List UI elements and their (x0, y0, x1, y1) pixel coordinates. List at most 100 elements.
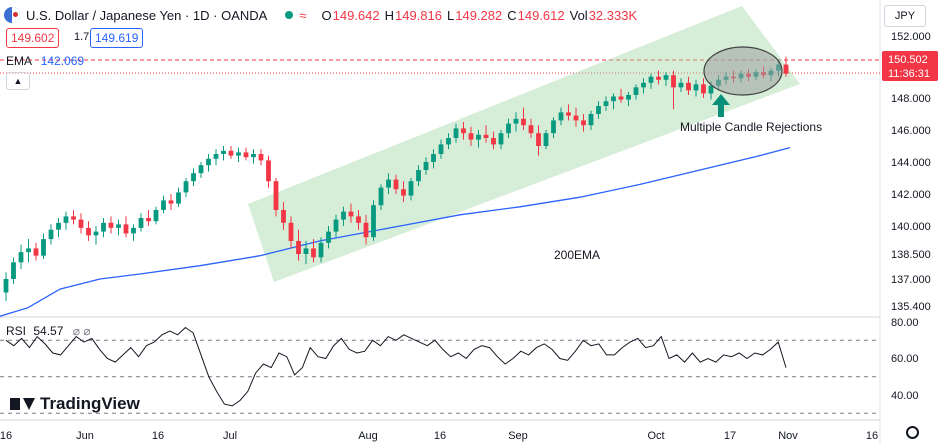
candle (258, 149, 264, 166)
candle-body (191, 173, 196, 182)
candle (618, 88, 624, 103)
candle (693, 79, 699, 97)
y-tick-label: 152.000 (891, 31, 931, 43)
ema-legend-label: EMA (6, 54, 32, 68)
rsi-legend[interactable]: RSI 54.57 ⌀ ⌀ (6, 324, 91, 338)
ema-200-line (0, 146, 791, 317)
candle-body (371, 205, 376, 238)
candle-body (468, 133, 474, 140)
candle (266, 155, 271, 188)
candle-body (633, 87, 639, 95)
candle-body (48, 229, 54, 240)
candle (671, 70, 676, 110)
candle-body (423, 162, 429, 170)
candle (641, 78, 646, 94)
x-tick-label: Jun (76, 430, 94, 442)
candle-body (168, 200, 174, 204)
candle (386, 173, 391, 194)
candle-body (56, 222, 61, 230)
candle (303, 240, 309, 264)
candle-body (551, 120, 556, 134)
settings-icon[interactable] (906, 426, 919, 439)
candle-body (266, 160, 271, 182)
open-value: 149.642 (332, 7, 380, 23)
candle-body (341, 211, 346, 220)
candle (393, 174, 399, 194)
candle (536, 125, 541, 156)
candle (311, 239, 316, 263)
candle-body (701, 84, 706, 94)
candle-body (138, 218, 144, 228)
currency-selector[interactable]: JPY (884, 5, 926, 27)
candle-body (86, 227, 91, 236)
candle (116, 219, 121, 236)
x-tick-label: Sep (508, 430, 528, 442)
candle-body (221, 150, 226, 154)
candle-body (303, 248, 309, 254)
candle-body (558, 112, 564, 121)
candle (183, 178, 189, 198)
rsi-line (5, 326, 787, 407)
candle (678, 78, 684, 92)
x-tick-label: 17 (724, 430, 736, 442)
candle (431, 149, 436, 169)
volume-label: Vol (569, 7, 588, 23)
rejections-annotation: Multiple Candle Rejections (680, 120, 822, 134)
candle-body (446, 138, 451, 145)
rsi-tick-label: 80.00 (891, 317, 919, 329)
candle-body (618, 96, 624, 100)
up-arrow-icon (712, 94, 730, 105)
candle-body (393, 179, 399, 190)
y-tick-label: 135.400 (891, 301, 931, 313)
candle (161, 195, 166, 214)
chart-grid (0, 0, 881, 444)
candle-body (18, 252, 24, 263)
candle (288, 216, 294, 249)
candle-body (543, 133, 549, 146)
candle-body (153, 210, 159, 222)
tradingview-logo[interactable]: TradingView (10, 394, 140, 414)
candle-body (461, 128, 466, 134)
candle-body (641, 82, 646, 88)
candle (236, 147, 241, 162)
candle (48, 224, 54, 245)
candle (438, 139, 444, 159)
candle (363, 214, 369, 245)
candle (498, 130, 504, 150)
collapse-legend-button[interactable]: ▲ (6, 72, 30, 90)
candle-body (431, 154, 436, 162)
candle-body (26, 248, 31, 253)
circle-settings-icon[interactable]: ⌀ ⌀ (72, 324, 91, 338)
candle (251, 149, 256, 164)
spread-value: 1.7 (74, 31, 90, 43)
candle-body (401, 189, 406, 196)
candle (348, 203, 354, 223)
high-value: 149.816 (395, 7, 442, 23)
buy-price-button[interactable]: 149.619 (90, 28, 144, 48)
high-label: H (384, 7, 394, 23)
candle (648, 73, 654, 89)
ema-legend[interactable]: EMA 142.069 (6, 54, 84, 68)
candle (138, 213, 144, 232)
sell-price-button[interactable]: 149.602 (6, 28, 60, 48)
candle-body (573, 115, 579, 121)
candle-body (296, 240, 301, 254)
y-tick-label: 146.000 (891, 125, 931, 137)
candle (11, 257, 16, 285)
up-arrow-shaft (718, 104, 724, 117)
candle (198, 162, 204, 178)
trend-channel (248, 6, 800, 282)
candle-body (251, 154, 256, 158)
y-tick-label: 148.000 (891, 93, 931, 105)
candle (26, 239, 31, 263)
symbol-title[interactable]: U.S. Dollar / Japanese Yen · 1D · OANDA (26, 7, 268, 23)
candle (626, 91, 631, 106)
channel-band (248, 6, 800, 282)
candle-body (3, 279, 9, 293)
candle (176, 187, 181, 207)
candle (341, 206, 346, 226)
low-label: L (447, 7, 455, 23)
candle-body (656, 76, 661, 80)
candle-body (63, 216, 69, 223)
